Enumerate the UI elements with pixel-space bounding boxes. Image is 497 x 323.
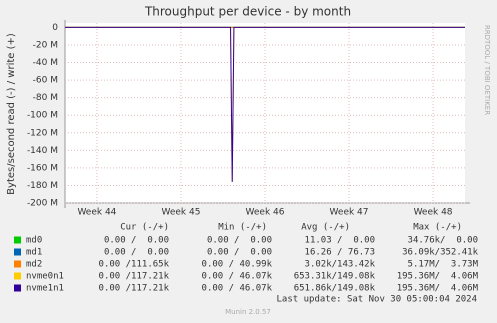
legend-swatch [14,248,21,256]
y-tick-label: -160 M [27,163,58,173]
x-tick-label: Week 48 [414,208,453,218]
y-axis-label: Bytes/second read (-) / write (+) [6,33,17,195]
stat-value: 0.00 / 40.99k [202,260,273,270]
stat-value: 5.17M/ 3.73M [408,260,479,270]
x-tick-label: Week 45 [161,208,200,218]
stat-value: 36.09k/352.41k [402,248,478,258]
stat-value: 0.00 / 46.07k [202,272,273,282]
stat-header: Max (-/+) [413,223,462,233]
stat-value: 651.86k/149.08k [294,284,376,294]
legend-label: md1 [26,248,42,258]
stat-value: 11.03 / 0.00 [305,236,375,246]
chart-title: Throughput per device - by month [144,5,351,19]
stat-value: 195.36M/ 4.06M [397,272,479,282]
y-tick-label: 0 [52,23,58,33]
footer: Munin 2.0.57 [225,308,271,316]
stat-value: 34.76k/ 0.00 [408,236,478,246]
stat-value: 195.36M/ 4.06M [397,284,479,294]
stat-value: 0.00 /111.65k [99,260,170,270]
y-tick-label: -80 M [33,93,58,103]
legend-label: nvme1n1 [26,284,64,294]
legend-swatch [14,236,21,244]
legend-label: nvme0n1 [26,272,64,282]
stat-value: 0.00 / 0.00 [207,236,272,246]
stat-value: 0.00 / 0.00 [207,248,272,258]
y-tick-label: -140 M [27,146,58,156]
y-tick-label: -20 M [33,40,58,50]
stat-header: Min (-/+) [218,223,267,233]
legend-label: md0 [26,236,42,246]
y-tick-label: -60 M [33,76,58,86]
stat-value: 0.00 /117.21k [99,272,170,282]
x-tick-label: Week 44 [77,208,116,218]
legend-label: md2 [26,260,42,270]
y-tick-label: -120 M [27,128,58,138]
stat-value: 16.26 / 76.73 [305,248,375,258]
stat-header: Cur (-/+) [120,223,169,233]
stat-value: 0.00 / 46.07k [202,284,273,294]
last-update: Last update: Sat Nov 30 05:00:04 2024 [277,295,477,305]
legend-swatch [14,284,21,292]
stat-value: 0.00 / 0.00 [104,248,169,258]
side-label: RRDTOOL / TOBI OETIKER [483,25,491,115]
stat-value: 653.31k/149.08k [294,272,376,282]
stat-value: 0.00 /117.21k [99,284,170,294]
x-tick-label: Week 46 [246,208,285,218]
y-tick-label: -200 M [27,199,58,209]
y-tick-label: -180 M [27,181,58,191]
stat-header: Avg (-/+) [301,223,350,233]
legend-swatch [14,272,21,280]
y-tick-label: -100 M [27,111,58,121]
stat-value: 0.00 / 0.00 [104,236,169,246]
legend-swatch [14,260,21,268]
x-tick-label: Week 47 [330,208,369,218]
y-tick-label: -40 M [33,58,58,68]
stat-value: 3.02k/143.42k [305,260,376,270]
